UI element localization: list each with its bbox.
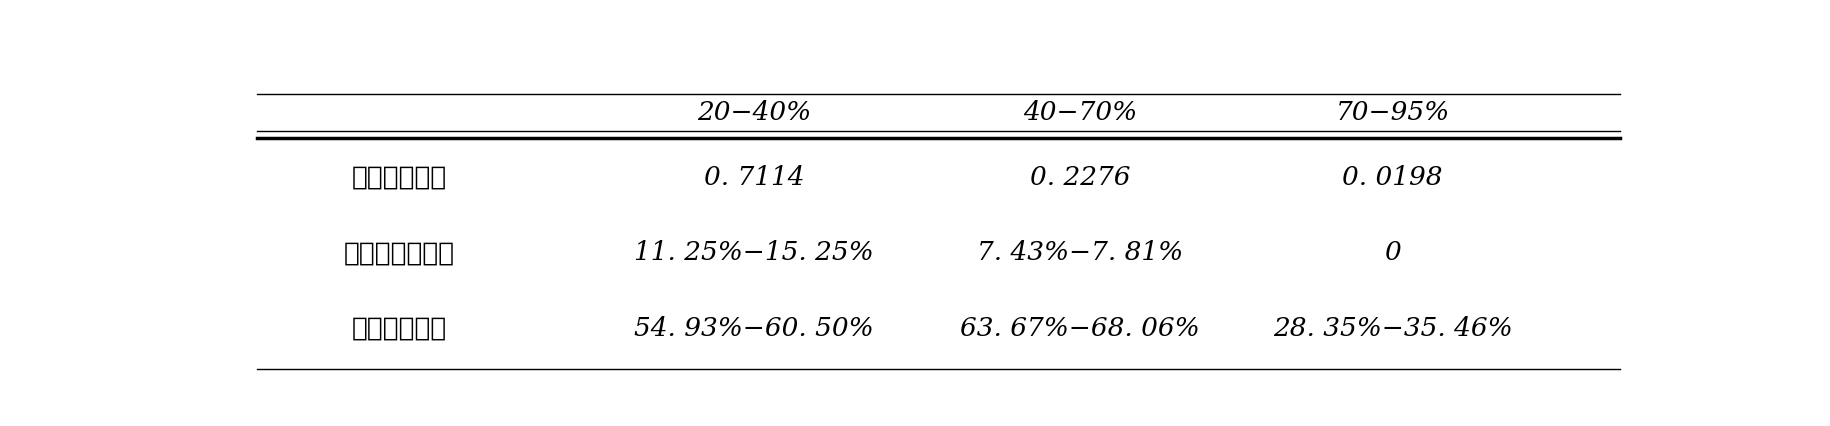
Text: 20−40%: 20−40%	[697, 100, 811, 125]
Text: 40−70%: 40−70%	[1023, 100, 1136, 125]
Text: 0. 7114: 0. 7114	[703, 165, 803, 190]
Text: 0. 2276: 0. 2276	[1030, 165, 1129, 190]
Text: 28. 35%−35. 46%: 28. 35%−35. 46%	[1272, 316, 1512, 341]
Text: 迷辭香酸的含量: 迷辭香酸的含量	[344, 240, 454, 265]
Text: 0. 0198: 0. 0198	[1341, 165, 1442, 190]
Text: 0: 0	[1383, 240, 1400, 265]
Text: 浸膏量（克）: 浸膏量（克）	[351, 165, 447, 190]
Text: 11. 25%−15. 25%: 11. 25%−15. 25%	[633, 240, 873, 265]
Text: 63. 67%−68. 06%: 63. 67%−68. 06%	[961, 316, 1199, 341]
Text: 总黄酮的含量: 总黄酮的含量	[351, 316, 447, 341]
Text: 54. 93%−60. 50%: 54. 93%−60. 50%	[633, 316, 873, 341]
Text: 7. 43%−7. 81%: 7. 43%−7. 81%	[977, 240, 1182, 265]
Text: 70−95%: 70−95%	[1334, 100, 1449, 125]
